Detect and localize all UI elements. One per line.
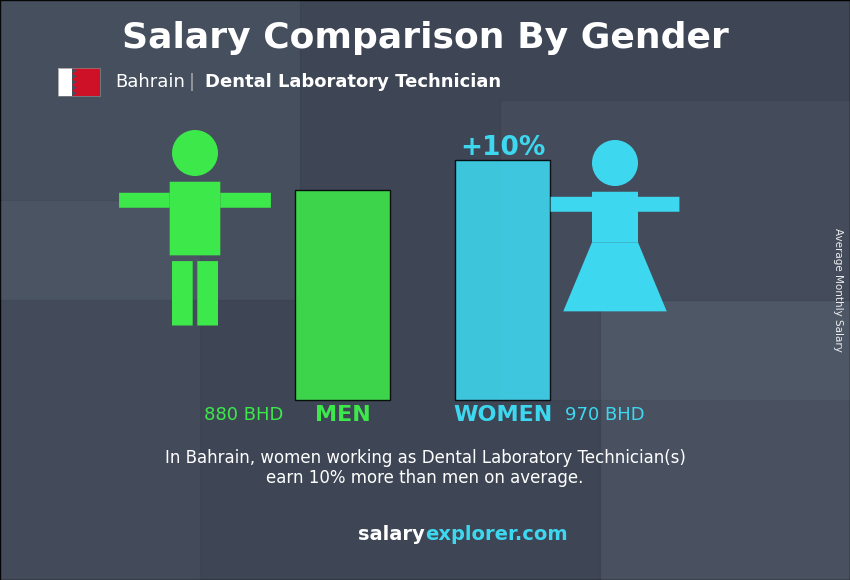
FancyBboxPatch shape: [0, 200, 200, 580]
Text: earn 10% more than men on average.: earn 10% more than men on average.: [266, 469, 584, 487]
Circle shape: [592, 140, 638, 186]
Polygon shape: [564, 242, 666, 311]
Text: Average Monthly Salary: Average Monthly Salary: [833, 228, 843, 352]
FancyBboxPatch shape: [0, 0, 300, 300]
FancyBboxPatch shape: [638, 197, 679, 212]
Text: Salary Comparison By Gender: Salary Comparison By Gender: [122, 21, 728, 55]
Text: WOMEN: WOMEN: [453, 405, 552, 425]
FancyBboxPatch shape: [600, 300, 850, 580]
Text: salary: salary: [358, 525, 425, 545]
Text: |: |: [189, 73, 195, 91]
FancyBboxPatch shape: [220, 193, 271, 208]
FancyBboxPatch shape: [592, 192, 638, 242]
FancyBboxPatch shape: [172, 261, 193, 325]
FancyBboxPatch shape: [500, 100, 850, 400]
FancyBboxPatch shape: [551, 197, 592, 212]
Text: Dental Laboratory Technician: Dental Laboratory Technician: [205, 73, 502, 91]
Text: 880 BHD: 880 BHD: [204, 406, 283, 424]
Text: Bahrain: Bahrain: [115, 73, 184, 91]
FancyBboxPatch shape: [197, 261, 218, 325]
FancyBboxPatch shape: [170, 182, 220, 255]
Text: explorer.com: explorer.com: [425, 525, 568, 545]
Circle shape: [172, 130, 218, 176]
Text: MEN: MEN: [314, 405, 371, 425]
Text: +10%: +10%: [460, 135, 545, 161]
Text: In Bahrain, women working as Dental Laboratory Technician(s): In Bahrain, women working as Dental Labo…: [165, 449, 685, 467]
FancyBboxPatch shape: [58, 68, 72, 96]
Text: 970 BHD: 970 BHD: [565, 406, 644, 424]
Polygon shape: [72, 68, 100, 96]
FancyBboxPatch shape: [119, 193, 170, 208]
FancyBboxPatch shape: [455, 160, 550, 400]
FancyBboxPatch shape: [295, 190, 390, 400]
